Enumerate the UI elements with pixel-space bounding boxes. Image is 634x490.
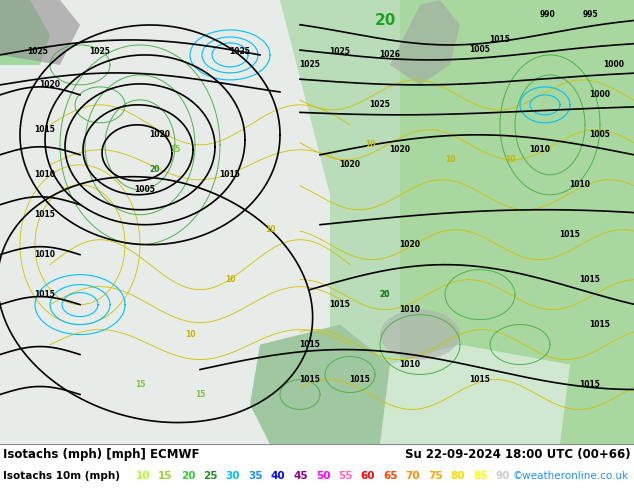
Text: 1025: 1025	[89, 48, 110, 56]
Text: 1020: 1020	[39, 80, 60, 89]
Text: 40: 40	[271, 471, 285, 481]
Polygon shape	[0, 0, 80, 65]
Text: 90: 90	[496, 471, 510, 481]
Text: 1010: 1010	[399, 305, 420, 314]
Text: 15: 15	[135, 380, 145, 389]
Polygon shape	[380, 344, 570, 444]
Text: 1010: 1010	[34, 250, 56, 259]
Text: 1015: 1015	[219, 171, 240, 179]
Text: 1015: 1015	[35, 210, 55, 219]
Text: 60: 60	[361, 471, 375, 481]
Text: 1020: 1020	[389, 146, 410, 154]
Text: 80: 80	[451, 471, 465, 481]
Text: 1015: 1015	[330, 300, 351, 309]
Text: 15: 15	[158, 471, 172, 481]
Text: 20: 20	[150, 165, 160, 174]
Text: 30: 30	[226, 471, 240, 481]
Text: 1010: 1010	[529, 146, 550, 154]
Text: 10: 10	[184, 330, 195, 339]
Text: 1025: 1025	[299, 60, 320, 70]
Text: 35: 35	[249, 471, 262, 481]
Polygon shape	[0, 0, 50, 65]
Text: ©weatheronline.co.uk: ©weatheronline.co.uk	[513, 471, 629, 481]
Text: 20: 20	[380, 290, 391, 299]
Text: 15: 15	[170, 146, 180, 154]
Polygon shape	[250, 324, 390, 444]
Text: 20: 20	[375, 13, 396, 28]
Text: 20: 20	[380, 290, 391, 299]
Text: 1020: 1020	[150, 130, 171, 139]
Ellipse shape	[380, 310, 460, 360]
Polygon shape	[200, 0, 634, 444]
Text: 1025: 1025	[370, 100, 391, 109]
Text: 1015: 1015	[579, 380, 600, 389]
Text: 10: 10	[136, 471, 150, 481]
Text: 1015: 1015	[35, 125, 55, 134]
Text: 990: 990	[540, 10, 556, 20]
Text: 25: 25	[204, 471, 217, 481]
Text: 1025: 1025	[330, 48, 351, 56]
Text: 1015: 1015	[349, 375, 370, 384]
Text: 1026: 1026	[380, 50, 401, 59]
Text: 1025: 1025	[230, 48, 250, 56]
Text: 1010: 1010	[569, 180, 590, 189]
Polygon shape	[390, 0, 460, 85]
Text: 55: 55	[339, 471, 353, 481]
Text: 85: 85	[473, 471, 488, 481]
Text: 10: 10	[444, 155, 455, 164]
Text: 1010: 1010	[399, 360, 420, 369]
Text: 1015: 1015	[560, 230, 581, 239]
Polygon shape	[0, 0, 330, 444]
Text: 45: 45	[293, 471, 308, 481]
Text: 1000: 1000	[604, 60, 624, 70]
Text: 10: 10	[505, 155, 515, 164]
Text: 1015: 1015	[299, 375, 320, 384]
Text: 1020: 1020	[399, 240, 420, 249]
Text: 20: 20	[181, 471, 195, 481]
Text: 1015: 1015	[579, 275, 600, 284]
Text: 75: 75	[428, 471, 443, 481]
Text: Su 22-09-2024 18:00 UTC (00+66): Su 22-09-2024 18:00 UTC (00+66)	[405, 448, 631, 461]
Text: 1000: 1000	[590, 90, 611, 99]
Text: 10: 10	[265, 225, 275, 234]
Text: 1015: 1015	[35, 290, 55, 299]
Text: 10: 10	[365, 140, 375, 149]
Text: 1005: 1005	[470, 46, 491, 54]
Text: 1015: 1015	[299, 340, 320, 349]
Text: 1005: 1005	[590, 130, 611, 139]
Text: 15: 15	[195, 390, 205, 399]
Text: 1020: 1020	[339, 160, 361, 169]
Text: 1025: 1025	[27, 48, 48, 56]
Text: 1015: 1015	[470, 375, 491, 384]
Text: 10: 10	[224, 275, 235, 284]
Polygon shape	[400, 0, 634, 444]
Text: 65: 65	[383, 471, 398, 481]
Text: 995: 995	[582, 10, 598, 20]
Text: Isotachs (mph) [mph] ECMWF: Isotachs (mph) [mph] ECMWF	[3, 448, 200, 461]
Text: 70: 70	[406, 471, 420, 481]
Text: 1005: 1005	[134, 185, 155, 194]
Text: 1015: 1015	[590, 320, 611, 329]
Text: 1010: 1010	[34, 171, 56, 179]
Text: 1015: 1015	[489, 35, 510, 45]
Text: 50: 50	[316, 471, 330, 481]
Text: Isotachs 10m (mph): Isotachs 10m (mph)	[3, 471, 120, 481]
